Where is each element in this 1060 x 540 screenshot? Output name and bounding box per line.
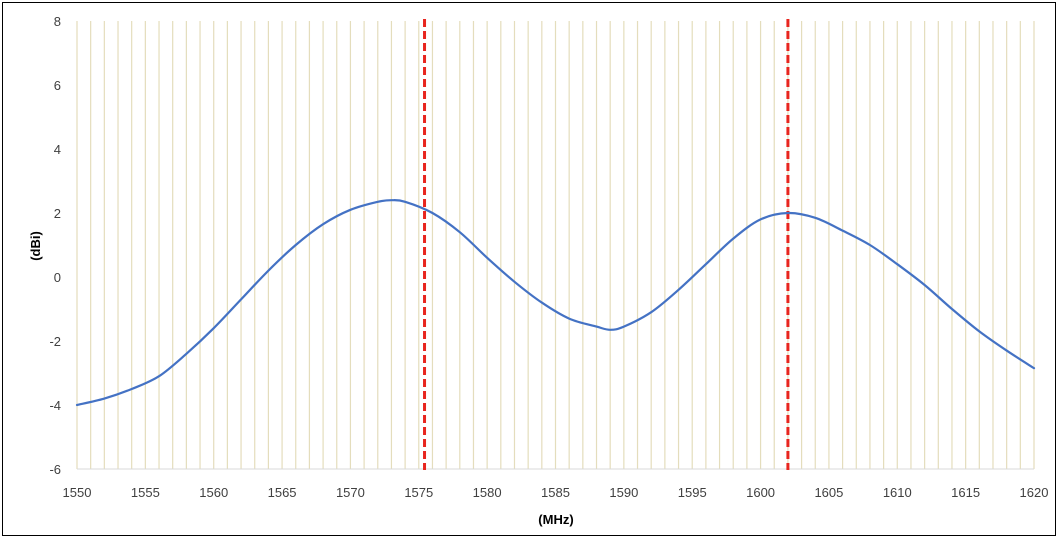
gridlines — [76, 21, 1035, 470]
y-tick-label: 0 — [54, 270, 61, 285]
x-tick-label: 1565 — [268, 485, 297, 500]
x-tick-label: 1550 — [63, 485, 92, 500]
x-tick-label: 1590 — [609, 485, 638, 500]
y-tick-label: -6 — [49, 462, 61, 477]
x-tick-label: 1615 — [951, 485, 980, 500]
x-axis-title: (MHz) — [538, 512, 573, 527]
y-tick-label: 6 — [54, 78, 61, 93]
x-tick-label: 1595 — [678, 485, 707, 500]
reference-lines — [423, 19, 790, 470]
y-tick-label: 2 — [54, 206, 61, 221]
x-tick-label: 1555 — [131, 485, 160, 500]
x-tick-label: 1585 — [541, 485, 570, 500]
x-tick-label: 1570 — [336, 485, 365, 500]
x-tick-labels: 1550 1555 1560 1565 1570 1575 1580 1585 1590 1595… — [63, 485, 1049, 500]
x-tick-label: 1600 — [746, 485, 775, 500]
x-tick-label: 1610 — [883, 485, 912, 500]
x-tick-label: 1575 — [404, 485, 433, 500]
y-tick-label: -4 — [49, 398, 61, 413]
y-tick-label: -2 — [49, 334, 61, 349]
y-tick-label: 8 — [54, 14, 61, 29]
x-tick-label: 1605 — [814, 485, 843, 500]
y-tick-labels: 8 6 4 2 0 -2 -4 -6 — [49, 14, 61, 477]
y-axis-title: (dBi) — [28, 231, 43, 261]
y-tick-label: 4 — [54, 142, 61, 157]
x-tick-label: 1580 — [473, 485, 502, 500]
x-tick-label: 1620 — [1020, 485, 1049, 500]
x-tick-label: 1560 — [199, 485, 228, 500]
series-line — [75, 199, 1036, 407]
series-group — [75, 199, 1036, 407]
